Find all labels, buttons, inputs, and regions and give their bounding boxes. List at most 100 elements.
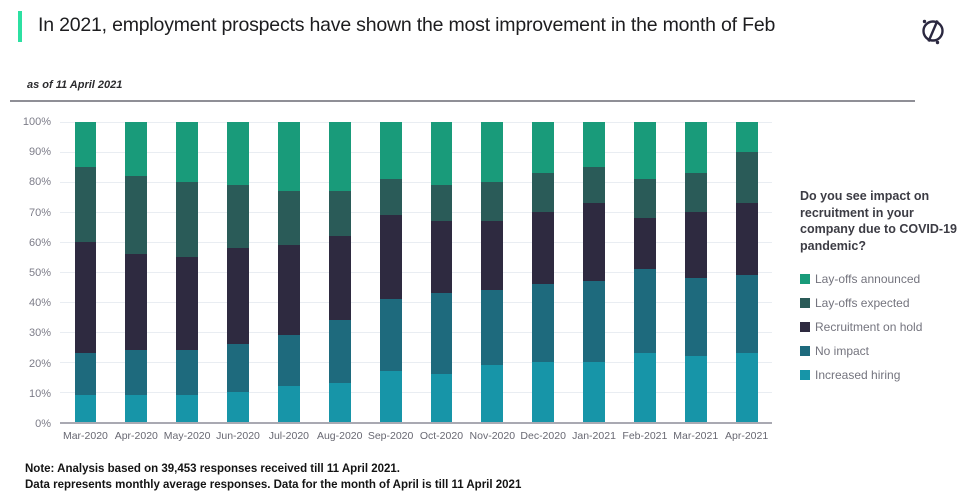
bar-segment-layoffs-announced (277, 122, 300, 191)
month-label: Apr-2020 (114, 430, 158, 442)
bar-segment-layoffs-expected (430, 185, 453, 221)
bar-segment-layoffs-expected (227, 185, 249, 248)
bar-segment-increased-hiring (74, 395, 97, 422)
bar-segment-layoffs-announced (74, 122, 97, 167)
month-label: Mar-2021 (673, 430, 719, 442)
legend-label: Increased hiring (815, 368, 901, 382)
bar-segment-layoffs-expected (532, 173, 555, 212)
bar-segment-recruitment-on-hold (227, 248, 249, 344)
bar-segment-no-impact (328, 320, 351, 383)
y-tick-label: 100% (22, 116, 51, 128)
bar-slot (263, 122, 314, 422)
bar-segment-layoffs-expected (583, 167, 605, 203)
bar-segment-layoffs-announced (583, 122, 605, 167)
y-tick-label: 90% (28, 146, 51, 159)
bar-segment-no-impact (684, 278, 707, 356)
bar-segment-recruitment-on-hold (735, 203, 758, 275)
bar-segment-increased-hiring (684, 356, 707, 422)
month-label: Aug-2020 (316, 430, 363, 442)
month-label: Apr-2021 (725, 430, 769, 442)
bar-segment-no-impact (633, 269, 656, 353)
legend-item: Lay-offs expected (800, 296, 958, 310)
legend-label: Lay-offs expected (815, 296, 910, 310)
bar-Mar-2020 (74, 122, 97, 422)
bar-segment-increased-hiring (125, 395, 148, 422)
legend-item: Increased hiring (800, 368, 958, 382)
bars-row (60, 122, 772, 422)
bar-slot (416, 122, 467, 422)
y-tick-label: 10% (28, 387, 51, 400)
bar-segment-no-impact (176, 350, 199, 395)
bar-segment-increased-hiring (328, 383, 351, 422)
y-tick-label: 20% (28, 357, 51, 370)
x-axis: Mar-2020 Apr-2020 May-2020 Jun-2020 Jul-2020… (60, 430, 772, 442)
bar-Dec-2020 (532, 122, 555, 422)
bar-segment-increased-hiring (532, 362, 555, 422)
month-label: Sep-2020 (367, 430, 414, 442)
footnote-line-1: Note: Analysis based on 39,453 responses… (25, 463, 400, 475)
bar-segment-recruitment-on-hold (328, 236, 351, 320)
bar-segment-increased-hiring (277, 386, 300, 422)
month-label: Dec-2020 (520, 430, 566, 442)
bar-segment-layoffs-announced (176, 122, 199, 182)
legend-swatch-layoffs-expected (800, 298, 810, 308)
y-tick-label: 70% (28, 206, 51, 219)
y-tick-label: 40% (28, 297, 51, 310)
bar-segment-layoffs-announced (379, 122, 402, 179)
y-axis: 100% 90% 80% 70% 60% 50% 40% 30% 20% 10% 0% (10, 116, 58, 430)
bar-slot (365, 122, 416, 422)
bar-Jan-2021 (583, 122, 605, 422)
legend-items: Lay-offs announced Lay-offs expected Recru… (800, 272, 958, 382)
footnote-line-2: Data represents monthly average response… (25, 479, 522, 491)
bar-segment-layoffs-expected (74, 167, 97, 242)
bar-Nov-2020 (481, 122, 504, 422)
legend-label: Recruitment on hold (815, 320, 923, 334)
bar-segment-recruitment-on-hold (176, 257, 199, 350)
bar-slot (111, 122, 162, 422)
bar-Feb-2021 (633, 122, 656, 422)
bar-segment-layoffs-announced (532, 122, 555, 173)
month-label: Mar-2020 (62, 430, 108, 442)
bar-Sep-2020 (379, 122, 402, 422)
y-tick-label: 50% (28, 266, 51, 279)
plot-area (60, 122, 772, 424)
bar-segment-recruitment-on-hold (379, 215, 402, 299)
legend-item: Lay-offs announced (800, 272, 958, 286)
bar-segment-recruitment-on-hold (74, 242, 97, 353)
y-tick-label: 0% (35, 417, 51, 430)
bar-segment-layoffs-expected (633, 179, 656, 218)
bar-segment-recruitment-on-hold (277, 245, 300, 335)
bar-segment-layoffs-announced (227, 122, 249, 185)
legend-swatch-increased-hiring (800, 370, 810, 380)
bar-Aug-2020 (328, 122, 351, 422)
bar-segment-layoffs-announced (735, 122, 758, 152)
y-tick-label: 30% (28, 327, 51, 340)
bar-segment-layoffs-expected (328, 191, 351, 236)
bar-segment-no-impact (125, 350, 148, 395)
bar-segment-increased-hiring (633, 353, 656, 422)
bar-segment-layoffs-announced (684, 122, 707, 173)
bar-segment-layoffs-announced (481, 122, 504, 182)
bar-Jun-2020 (227, 122, 249, 422)
footnotes: Note: Analysis based on 39,453 responses… (25, 461, 521, 493)
bar-segment-layoffs-expected (277, 191, 300, 245)
bar-segment-increased-hiring (430, 374, 453, 422)
bar-segment-increased-hiring (379, 371, 402, 422)
bar-slot (162, 122, 213, 422)
y-tick-label: 80% (28, 176, 51, 189)
bar-segment-no-impact (532, 284, 555, 362)
y-tick-label: 60% (28, 236, 51, 249)
legend-swatch-layoffs-announced (800, 274, 810, 284)
bar-segment-layoffs-announced (633, 122, 656, 179)
bar-slot (314, 122, 365, 422)
month-label: Jan-2021 (572, 430, 616, 442)
bar-segment-layoffs-expected (481, 182, 504, 221)
month-label: Oct-2020 (419, 430, 464, 442)
bar-segment-recruitment-on-hold (430, 221, 453, 293)
bar-segment-layoffs-expected (125, 176, 148, 254)
bar-Mar-2021 (684, 122, 707, 422)
bar-segment-layoffs-expected (176, 182, 199, 257)
bar-segment-recruitment-on-hold (633, 218, 656, 269)
bar-segment-recruitment-on-hold (583, 203, 605, 281)
